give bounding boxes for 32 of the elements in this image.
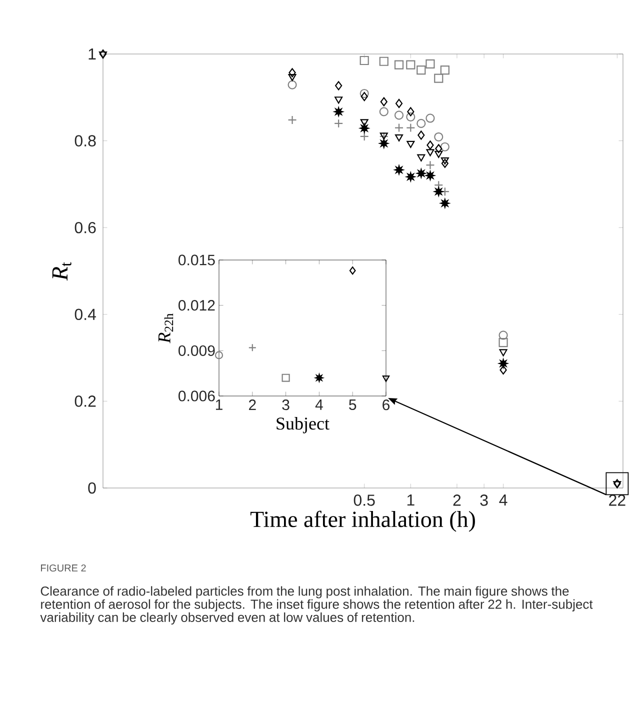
y-tick-label: 0.015	[178, 254, 215, 266]
y-tick-label: 0.006	[178, 390, 215, 402]
x-tick-label: 0.5	[354, 494, 375, 506]
x-axis-title: Subject	[276, 417, 330, 434]
x-tick-label: 3	[282, 400, 290, 410]
y-tick-label: 0.012	[178, 300, 215, 311]
point	[214, 351, 224, 360]
x-tick-label: 1	[407, 494, 414, 506]
point	[382, 376, 390, 382]
y-tick-label: 0.4	[74, 308, 96, 320]
y-tick-label: 0.8	[74, 135, 96, 146]
y-tick-label: 0.009	[178, 345, 215, 356]
x-tick-label: 22	[609, 494, 626, 506]
y-tick-label: 0	[88, 482, 96, 494]
x-tick-label: 4	[315, 400, 323, 410]
x-tick-label: 4	[499, 494, 508, 506]
y-tick-label: 0.6	[74, 222, 96, 234]
x-tick-label: 6	[382, 400, 390, 410]
caption: FIGURE 2	[41, 564, 86, 572]
x-axis-title: Time after inhalation (h)	[250, 510, 475, 532]
y-tick-label: 1	[88, 48, 96, 60]
y-tick-label: 0.2	[74, 396, 96, 407]
y-axis-title: R$_{t}$	[52, 262, 72, 281]
x-tick-label: 2	[248, 400, 256, 410]
x-tick-label: 1	[216, 400, 222, 410]
x-tick-label: 2	[453, 494, 461, 506]
x-tick-label: 3	[480, 494, 488, 506]
point	[349, 266, 356, 275]
point	[282, 374, 290, 382]
y-axis-title: R$_{22h}$	[158, 313, 174, 344]
text: Clearance of radio-labeled particles from the lung post inhalation. The main figure shows the retention of aerosol for the subjects. The inset figure shows the retention after 22 h. Inter-subject variability can be clearly observed even at low values of retention.	[40, 586, 593, 625]
x-tick-label: 5	[349, 400, 356, 410]
